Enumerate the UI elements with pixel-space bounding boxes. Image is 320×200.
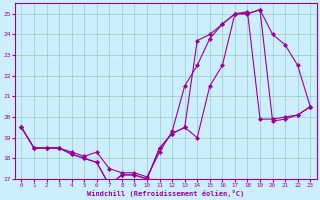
X-axis label: Windchill (Refroidissement éolien,°C): Windchill (Refroidissement éolien,°C) <box>87 190 244 197</box>
